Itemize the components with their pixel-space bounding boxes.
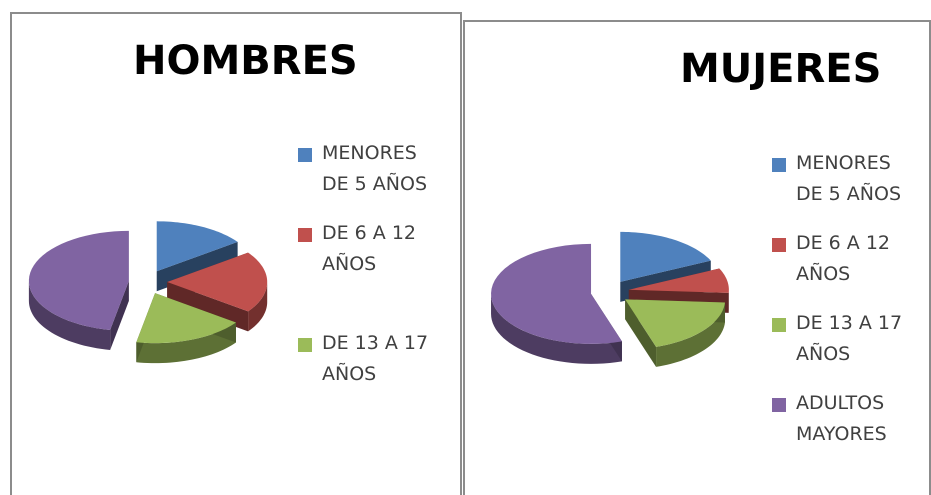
pie-slice [491, 243, 622, 344]
legend-entry: ADULTOS MAYORES [772, 388, 917, 450]
legend-swatch [298, 338, 312, 352]
chart-title: MUJERES [680, 46, 882, 92]
legend-swatch [772, 238, 786, 252]
legend-swatch [298, 228, 312, 242]
legend: MENORES DE 5 AÑOS DE 6 A 12 AÑOS DE 13 A 1… [298, 138, 438, 438]
pie-slice [167, 252, 268, 312]
legend: MENORES DE 5 AÑOS DE 6 A 12 AÑOS DE 13 A 1… [772, 148, 917, 468]
chart-title: HOMBRES [133, 38, 358, 84]
slice-side [248, 282, 268, 332]
legend-label: DE 13 A 17 AÑOS [796, 312, 903, 365]
legend-label: MENORES DE 5 AÑOS [796, 152, 902, 205]
legend-swatch [772, 398, 786, 412]
legend-label: MENORES DE 5 AÑOS [322, 142, 428, 195]
slice-side [656, 302, 725, 367]
pie-slice [136, 293, 236, 344]
legend-entry: DE 13 A 17 AÑOS [772, 308, 917, 370]
pie-slice [156, 221, 238, 272]
pie-slice [620, 231, 711, 282]
legend-swatch [772, 158, 786, 172]
legend-entry: DE 13 A 17 AÑOS [298, 328, 438, 390]
chart-panel [463, 20, 931, 495]
pie-slice [628, 268, 729, 293]
legend-entry: DE 6 A 12 AÑOS [298, 218, 438, 280]
legend-label: DE 13 A 17 AÑOS [322, 332, 429, 385]
legend-entry: MENORES DE 5 AÑOS [772, 148, 917, 210]
legend-entry: MENORES DE 5 AÑOS [298, 138, 438, 200]
pie-slice [625, 299, 725, 347]
legend-label: ADULTOS MAYORES [796, 392, 887, 445]
legend-label: DE 6 A 12 AÑOS [796, 232, 891, 285]
chart-panel [10, 12, 462, 495]
pie-slice [28, 230, 129, 330]
slice-side [491, 293, 622, 364]
slice-edge [167, 282, 249, 332]
legend-label: DE 6 A 12 AÑOS [322, 222, 417, 275]
slice-edge [110, 280, 129, 350]
slice-side [136, 322, 236, 364]
legend-swatch [772, 318, 786, 332]
slice-edge [625, 299, 657, 367]
slice-side [28, 280, 111, 350]
legend-entry: DE 6 A 12 AÑOS [772, 228, 917, 290]
legend-swatch [298, 148, 312, 162]
